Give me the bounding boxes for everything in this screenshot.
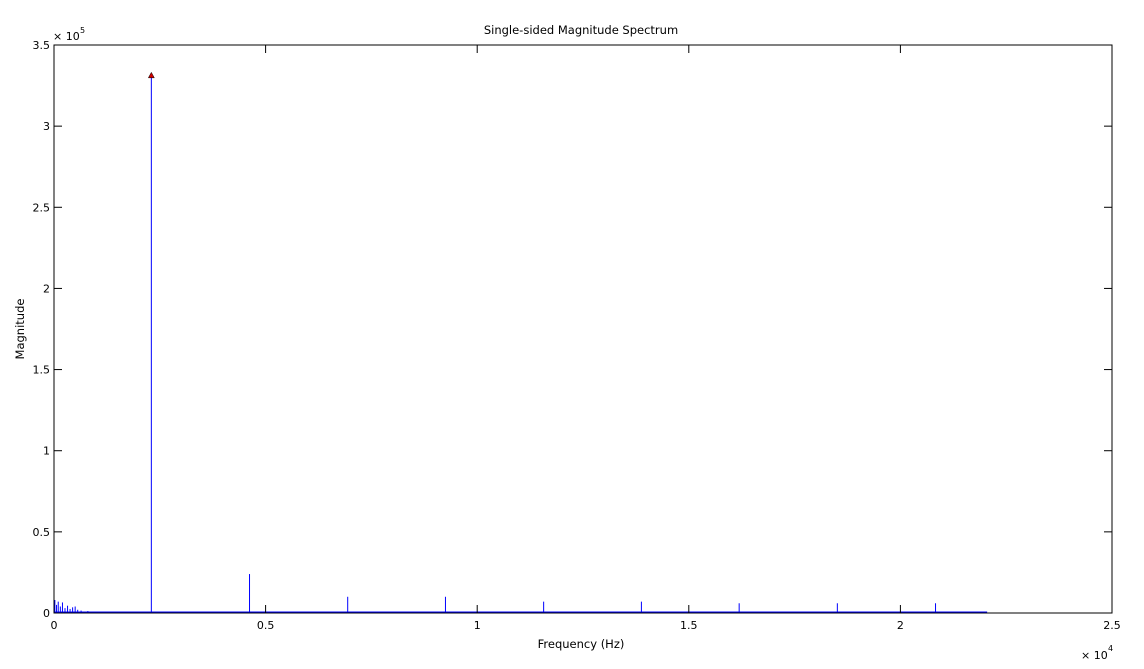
marker-layer xyxy=(147,71,155,79)
y-multiplier: × 10 xyxy=(53,30,80,43)
y-axis-label: Magnitude xyxy=(13,299,27,360)
x-tick-label: 2 xyxy=(897,619,904,632)
x-multiplier-exponent: 4 xyxy=(1108,644,1113,653)
y-tick-label: 2.5 xyxy=(33,201,51,214)
y-tick-label: 0 xyxy=(43,607,50,620)
plot-frame xyxy=(53,44,1113,614)
y-tick-labels: 0 0.5 1 1.5 2 2.5 3 3.5 xyxy=(33,39,51,620)
x-multiplier: × 10 xyxy=(1081,649,1108,662)
y-tick-label: 3.5 xyxy=(33,39,51,52)
peak-marker xyxy=(147,71,155,79)
y-tick-label: 1.5 xyxy=(33,364,51,377)
y-tick-label: 0.5 xyxy=(33,526,51,539)
x-tick-label: 1.5 xyxy=(680,619,698,632)
chart-title: Single-sided Magnitude Spectrum xyxy=(484,23,678,37)
x-tick-label: 0.5 xyxy=(257,619,275,632)
x-tick-label: 1 xyxy=(474,619,481,632)
plot-area xyxy=(54,45,1112,613)
y-tick-label: 1 xyxy=(43,445,50,458)
y-tick-label: 3 xyxy=(43,120,50,133)
x-tick-label: 2.5 xyxy=(1103,619,1121,632)
x-tick-labels: 0 0.5 1 1.5 2 2.5 xyxy=(51,619,1121,632)
x-tick-label: 0 xyxy=(51,619,58,632)
y-multiplier-exponent: 5 xyxy=(80,26,85,35)
y-tick-label: 2 xyxy=(43,282,50,295)
x-axis-label: Frequency (Hz) xyxy=(538,637,625,651)
